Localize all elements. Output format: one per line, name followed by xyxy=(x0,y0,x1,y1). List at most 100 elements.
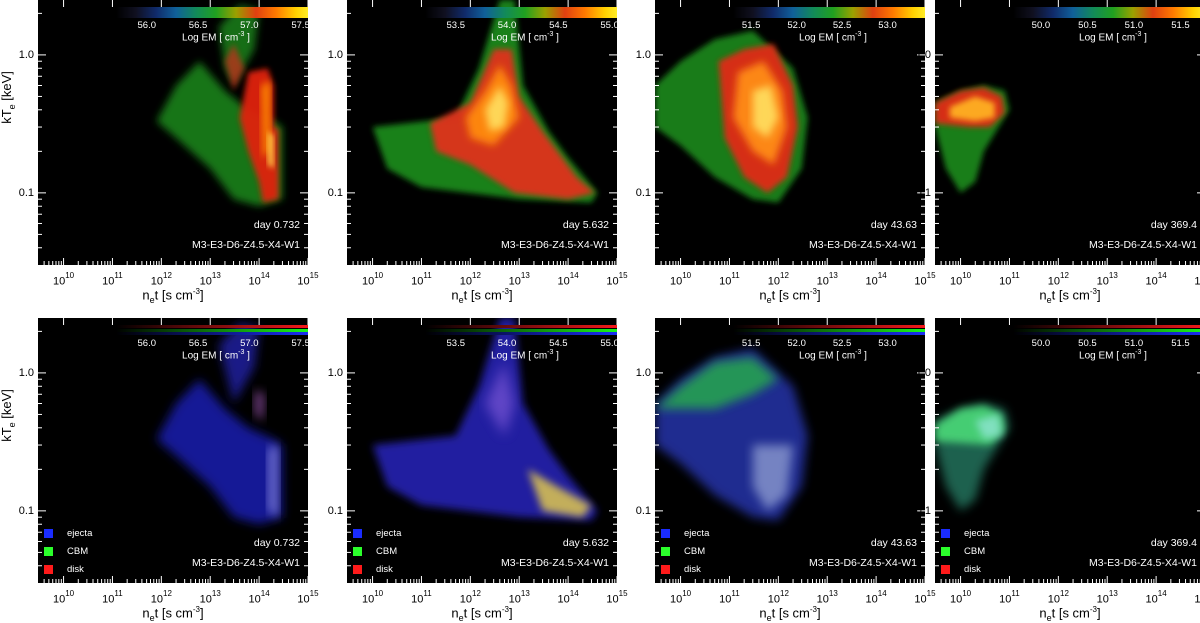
model-label: M3-E3-D6-Z4.5-X4-W1 xyxy=(501,239,609,251)
colorbar-tick-label: 51.5 xyxy=(1171,20,1190,31)
day-label: day 0.732 xyxy=(253,219,300,231)
legend-swatch xyxy=(661,528,670,538)
day-label: day 5.632 xyxy=(562,219,609,231)
heatmap-plot xyxy=(655,318,925,583)
colorbar-tick-label: 53.0 xyxy=(878,20,897,31)
x-tick-label: 1014 xyxy=(865,271,887,288)
colorbar-tick-label: 54.0 xyxy=(497,338,517,349)
x-tick-label: 1013 xyxy=(816,589,838,606)
x-tick-label: 1012 xyxy=(1047,271,1069,288)
plot-panel: 51.5 52.0 52.5 53.0 Log EM [ cm-3 ] day 43.63… xyxy=(655,318,925,583)
x-axis-label: net [s cm-3] xyxy=(451,605,513,623)
y-tick-label: 1.0 xyxy=(18,366,34,379)
colorbar-channel xyxy=(116,325,308,328)
colorbar-label: Log EM [ cm-3 ] xyxy=(1079,31,1147,44)
x-tick-label: 1014 xyxy=(248,589,270,606)
colorbar-tick-label: 50.0 xyxy=(1031,338,1051,349)
legend-item: CBM xyxy=(353,542,401,560)
emission-region xyxy=(752,445,794,511)
x-tick-label: 1012 xyxy=(150,589,172,606)
legend-item: disk xyxy=(353,560,401,578)
y-tick-label: 1.0 xyxy=(327,366,343,379)
legend-label: ejecta xyxy=(964,527,990,539)
colorbar-label: Log EM [ cm-3 ] xyxy=(182,31,250,44)
legend-item: disk xyxy=(44,560,92,578)
colorbar-ticks: 56.0 56.5 57.0 57.5 xyxy=(116,20,308,32)
colorbar-tick-label: 57.5 xyxy=(291,20,308,31)
y-tick-label: 0.1 xyxy=(915,186,931,199)
legend-label: disk xyxy=(684,563,701,575)
colorbar-label: Log EM [ cm-3 ] xyxy=(1079,349,1147,362)
legend-swatch xyxy=(941,564,950,574)
x-tick-label: 1015 xyxy=(606,271,628,288)
x-tick-label: 1010 xyxy=(669,271,692,288)
x-tick-label: 1015 xyxy=(914,589,936,606)
x-tick-label: 1015 xyxy=(1194,593,1200,606)
x-tick-label: 1010 xyxy=(52,589,75,606)
legend-label: CBM xyxy=(67,545,89,557)
legend: ejecta CBM disk xyxy=(353,524,401,578)
y-tick-label: 0.1 xyxy=(18,186,34,199)
colorbar-tick-label: 54.5 xyxy=(549,20,568,31)
y-tick-label: 1.0 xyxy=(915,366,931,379)
emission-region xyxy=(218,323,260,404)
x-tick-label: 1010 xyxy=(669,589,692,606)
legend-item: CBM xyxy=(941,542,989,560)
colorbar-tick-label: 55.0 xyxy=(600,338,617,349)
colorbar-ticks: 53.5 54.0 54.5 55.0 xyxy=(425,20,617,32)
x-axis-label: net [s cm-3] xyxy=(1039,605,1101,623)
x-tick-label: 1013 xyxy=(508,271,530,288)
colorbar-tick-label: 55.0 xyxy=(600,20,617,31)
colorbar-tick-label: 52.0 xyxy=(787,338,806,349)
legend-label: disk xyxy=(376,563,393,575)
x-tick-label: 1015 xyxy=(297,589,319,606)
plot-panel: 53.5 54.0 54.5 55.0 Log EM [ cm-3 ] day 5.632… xyxy=(347,0,617,265)
day-label: day 43.63 xyxy=(870,537,917,549)
legend-swatch xyxy=(353,546,362,556)
colorbar-ticks: 51.5 52.0 52.5 53.0 xyxy=(733,338,925,350)
y-tick-label: 0.1 xyxy=(635,504,651,517)
model-label: M3-E3-D6-Z4.5-X4-W1 xyxy=(809,239,917,251)
colorbar-channel xyxy=(425,328,617,332)
colorbar xyxy=(425,325,617,336)
heatmap-plot xyxy=(38,0,308,265)
colorbar-tick-label: 56.5 xyxy=(188,338,208,349)
x-tick-label: 1012 xyxy=(767,271,789,288)
y-tick-label: 0.1 xyxy=(327,186,343,199)
x-tick-label: 1010 xyxy=(52,271,75,288)
plot-panel: 50.0 50.5 51.0 51.5 Log EM [ cm-3 ] day 369.4… xyxy=(935,318,1200,583)
x-tick-label: 1013 xyxy=(1096,271,1118,288)
emission-region xyxy=(224,44,245,91)
legend-swatch xyxy=(941,546,950,556)
plot-panel: 50.0 50.5 51.0 51.5 Log EM [ cm-3 ] day 369.4… xyxy=(935,0,1200,265)
x-tick-label: 1014 xyxy=(557,589,579,606)
legend-swatch xyxy=(353,528,362,538)
colorbar-label: Log EM [ cm-3 ] xyxy=(491,31,559,44)
colorbar-ticks: 53.5 54.0 54.5 55.0 xyxy=(425,338,617,350)
legend-swatch xyxy=(353,564,362,574)
heatmap-plot xyxy=(655,0,925,265)
colorbar-tick-label: 56.5 xyxy=(188,20,208,31)
legend-item: disk xyxy=(661,560,709,578)
legend-swatch xyxy=(661,546,670,556)
colorbar-tick-label: 52.5 xyxy=(832,338,852,349)
y-tick-label: 1.0 xyxy=(635,48,651,61)
day-label: day 369.4 xyxy=(1150,219,1197,231)
legend-swatch xyxy=(941,528,950,538)
colorbar-channel xyxy=(1013,328,1200,332)
colorbar-tick-label: 53.0 xyxy=(878,338,897,349)
legend-item: ejecta xyxy=(941,524,989,542)
day-label: day 0.732 xyxy=(253,537,300,549)
colorbar-channel xyxy=(116,332,308,335)
colorbar-channel xyxy=(116,328,308,332)
heatmap-plot xyxy=(347,0,617,265)
legend-label: ejecta xyxy=(67,527,93,539)
y-tick-label: 0.1 xyxy=(635,186,651,199)
colorbar-ticks: 56.0 56.5 57.0 57.5 xyxy=(116,338,308,350)
x-tick-label: 1013 xyxy=(199,271,221,288)
x-tick-label: 1015 xyxy=(914,271,936,288)
heatmap-plot xyxy=(935,318,1200,583)
legend-item: ejecta xyxy=(353,524,401,542)
colorbar xyxy=(425,7,617,18)
x-tick-label: 1014 xyxy=(248,271,270,288)
